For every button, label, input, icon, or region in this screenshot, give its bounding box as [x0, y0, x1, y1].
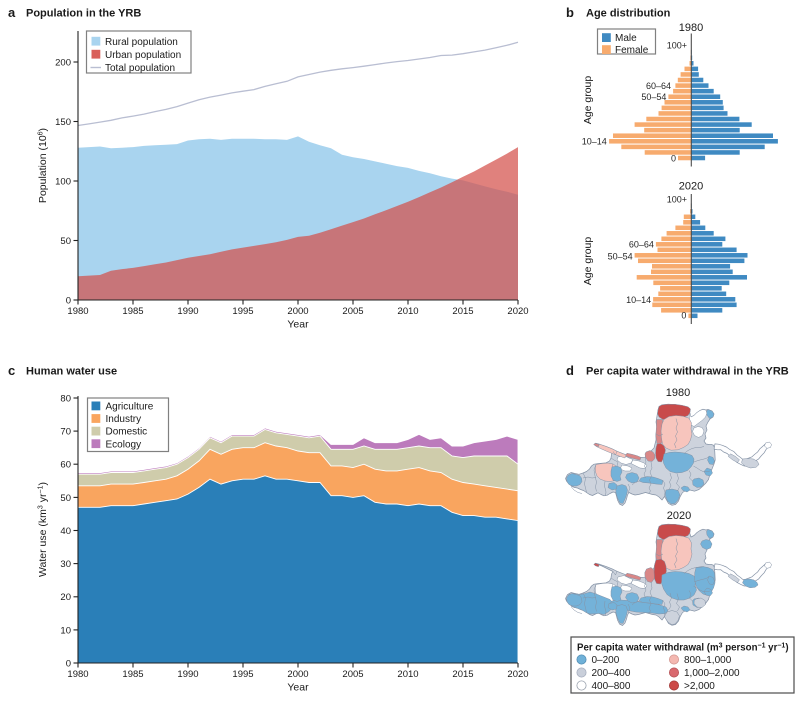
svg-text:10–14: 10–14	[582, 137, 607, 147]
svg-text:50: 50	[60, 236, 71, 247]
svg-text:30: 30	[60, 559, 71, 570]
svg-text:60–64: 60–64	[646, 81, 671, 91]
svg-text:2020: 2020	[667, 510, 691, 522]
svg-text:100+: 100+	[667, 41, 687, 51]
svg-text:1980: 1980	[67, 669, 88, 680]
svg-text:1995: 1995	[232, 669, 253, 680]
svg-text:0: 0	[66, 295, 71, 306]
svg-text:100+: 100+	[667, 195, 687, 205]
svg-text:60: 60	[60, 460, 71, 471]
svg-text:Male: Male	[615, 33, 637, 44]
svg-text:0–200: 0–200	[592, 655, 620, 666]
svg-text:Ecology: Ecology	[106, 439, 142, 450]
svg-text:1990: 1990	[177, 306, 198, 317]
svg-text:Industry: Industry	[106, 414, 142, 425]
svg-text:d: d	[566, 363, 574, 378]
svg-text:Age distribution: Age distribution	[586, 8, 671, 20]
svg-text:Age group: Age group	[582, 76, 594, 125]
svg-text:20: 20	[60, 592, 71, 603]
svg-text:2020: 2020	[679, 181, 703, 193]
svg-text:1985: 1985	[122, 306, 143, 317]
svg-text:Per capita water withdrawal (m: Per capita water withdrawal (m3 person−1…	[577, 643, 789, 654]
svg-text:100: 100	[55, 176, 71, 187]
svg-text:2020: 2020	[507, 669, 528, 680]
svg-text:2015: 2015	[452, 306, 473, 317]
svg-text:Age group: Age group	[582, 237, 594, 286]
svg-text:2015: 2015	[452, 669, 473, 680]
svg-text:0: 0	[681, 311, 686, 321]
svg-text:200–400: 200–400	[592, 668, 631, 679]
svg-text:70: 70	[60, 427, 71, 438]
svg-text:80: 80	[60, 393, 71, 404]
svg-text:10: 10	[60, 625, 71, 636]
svg-text:1980: 1980	[666, 387, 690, 399]
svg-text:2010: 2010	[397, 306, 418, 317]
svg-text:2000: 2000	[287, 669, 308, 680]
svg-text:0: 0	[671, 153, 676, 163]
svg-text:60–64: 60–64	[629, 240, 654, 250]
svg-text:a: a	[8, 5, 16, 20]
svg-text:400–800: 400–800	[592, 681, 631, 692]
svg-text:40: 40	[60, 526, 71, 537]
svg-text:Year: Year	[287, 319, 309, 331]
svg-text:1990: 1990	[177, 669, 198, 680]
svg-text:Year: Year	[287, 682, 309, 694]
svg-text:Per capita water withdrawal in: Per capita water withdrawal in the YRB	[586, 366, 789, 378]
svg-text:50: 50	[60, 493, 71, 504]
svg-text:Water use (km3 yr−1): Water use (km3 yr−1)	[37, 482, 49, 577]
svg-text:2020: 2020	[507, 306, 528, 317]
svg-text:2000: 2000	[287, 306, 308, 317]
svg-text:1980: 1980	[679, 22, 703, 34]
svg-text:Total population: Total population	[105, 63, 175, 74]
svg-text:800–1,000: 800–1,000	[684, 655, 732, 666]
svg-text:2005: 2005	[342, 669, 363, 680]
svg-text:2010: 2010	[397, 669, 418, 680]
svg-text:50–54: 50–54	[641, 92, 666, 102]
svg-text:b: b	[566, 5, 574, 20]
svg-text:Human water use: Human water use	[26, 366, 117, 378]
svg-text:Population (106): Population (106)	[37, 128, 49, 203]
svg-text:1985: 1985	[122, 669, 143, 680]
svg-text:50–54: 50–54	[608, 252, 633, 262]
svg-text:200: 200	[55, 57, 71, 68]
svg-text:Urban population: Urban population	[105, 50, 181, 61]
svg-text:150: 150	[55, 117, 71, 128]
svg-text:2005: 2005	[342, 306, 363, 317]
svg-text:0: 0	[66, 658, 71, 669]
svg-text:Population in the YRB: Population in the YRB	[26, 8, 141, 20]
svg-text:>2,000: >2,000	[684, 681, 715, 692]
svg-text:Agriculture: Agriculture	[106, 402, 154, 413]
svg-text:Rural population: Rural population	[105, 37, 178, 48]
svg-text:1980: 1980	[67, 306, 88, 317]
svg-text:10–14: 10–14	[626, 295, 651, 305]
svg-text:1995: 1995	[232, 306, 253, 317]
svg-text:c: c	[8, 363, 15, 378]
svg-text:Female: Female	[615, 45, 649, 56]
svg-text:1,000–2,000: 1,000–2,000	[684, 668, 740, 679]
svg-text:Domestic: Domestic	[106, 427, 148, 438]
